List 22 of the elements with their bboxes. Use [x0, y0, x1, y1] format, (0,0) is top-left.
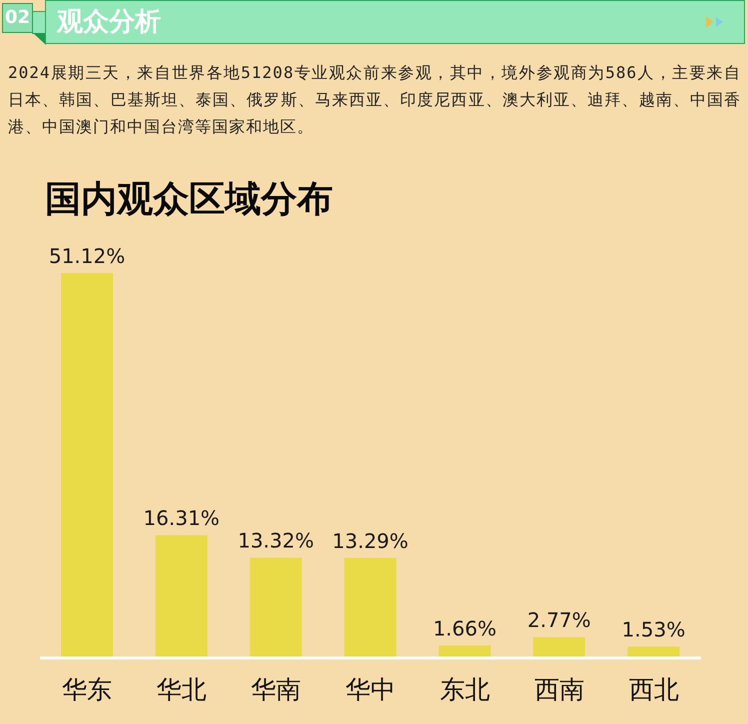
bar: [155, 535, 208, 658]
data-label: 2.77%: [527, 608, 591, 632]
bar: [250, 558, 302, 658]
bar: [61, 273, 113, 658]
data-label: 51.12%: [48, 244, 126, 268]
x-tick-label: 东北: [440, 674, 490, 704]
data-label: 1.66%: [432, 616, 496, 640]
bar: [533, 637, 586, 658]
x-tick-label: 华北: [156, 674, 207, 704]
x-tick-label: 华东: [62, 674, 112, 704]
x-tick-label: 华中: [346, 674, 396, 704]
data-label: 13.29%: [332, 528, 408, 553]
text: 观众分析: [57, 6, 161, 38]
x-tick-label: 西南: [534, 674, 584, 704]
text: 2024展期三天，来自世界各地51208专业观众前来参观，其中，境外参观商为586人，主要来自日本、韩国、巴基斯坦、泰国、俄罗斯、马来西亚、印度尼西亚、澳大利亚、迪拜、越南、中国香港、中国澳门和中国台湾等国家和地区。: [8, 62, 741, 138]
data-label: 13.32%: [238, 528, 314, 553]
data-label: 1.53%: [622, 617, 686, 642]
bar: [344, 558, 396, 658]
x-tick-label: 华南: [251, 674, 302, 704]
chart-title: 国内观众区域分布: [45, 178, 333, 222]
x-tick-label: 西北: [628, 674, 679, 704]
data-label: 16.31%: [143, 506, 220, 530]
